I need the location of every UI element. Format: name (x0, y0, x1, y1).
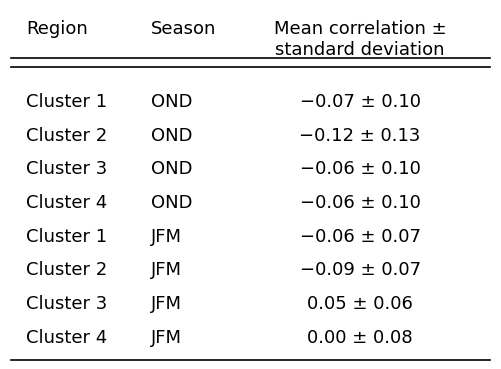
Text: Cluster 4: Cluster 4 (26, 194, 108, 212)
Text: −0.12 ± 0.13: −0.12 ± 0.13 (300, 127, 421, 145)
Text: Cluster 2: Cluster 2 (26, 261, 108, 279)
Text: −0.09 ± 0.07: −0.09 ± 0.07 (300, 261, 421, 279)
Text: JFM: JFM (151, 295, 182, 313)
Text: −0.06 ± 0.10: −0.06 ± 0.10 (300, 194, 420, 212)
Text: Cluster 3: Cluster 3 (26, 295, 108, 313)
Text: JFM: JFM (151, 228, 182, 246)
Text: JFM: JFM (151, 329, 182, 347)
Text: −0.06 ± 0.10: −0.06 ± 0.10 (300, 160, 420, 178)
Text: OND: OND (151, 160, 192, 178)
Text: OND: OND (151, 127, 192, 145)
Text: Season: Season (151, 20, 216, 38)
Text: Region: Region (26, 20, 88, 38)
Text: OND: OND (151, 194, 192, 212)
Text: Cluster 4: Cluster 4 (26, 329, 108, 347)
Text: Cluster 1: Cluster 1 (26, 93, 107, 111)
Text: −0.06 ± 0.07: −0.06 ± 0.07 (300, 228, 421, 246)
Text: OND: OND (151, 93, 192, 111)
Text: −0.07 ± 0.10: −0.07 ± 0.10 (300, 93, 421, 111)
Text: Cluster 3: Cluster 3 (26, 160, 108, 178)
Text: Cluster 1: Cluster 1 (26, 228, 107, 246)
Text: JFM: JFM (151, 261, 182, 279)
Text: 0.00 ± 0.08: 0.00 ± 0.08 (307, 329, 413, 347)
Text: Mean correlation ±
standard deviation: Mean correlation ± standard deviation (274, 20, 446, 59)
Text: Cluster 2: Cluster 2 (26, 127, 108, 145)
Text: 0.05 ± 0.06: 0.05 ± 0.06 (307, 295, 413, 313)
